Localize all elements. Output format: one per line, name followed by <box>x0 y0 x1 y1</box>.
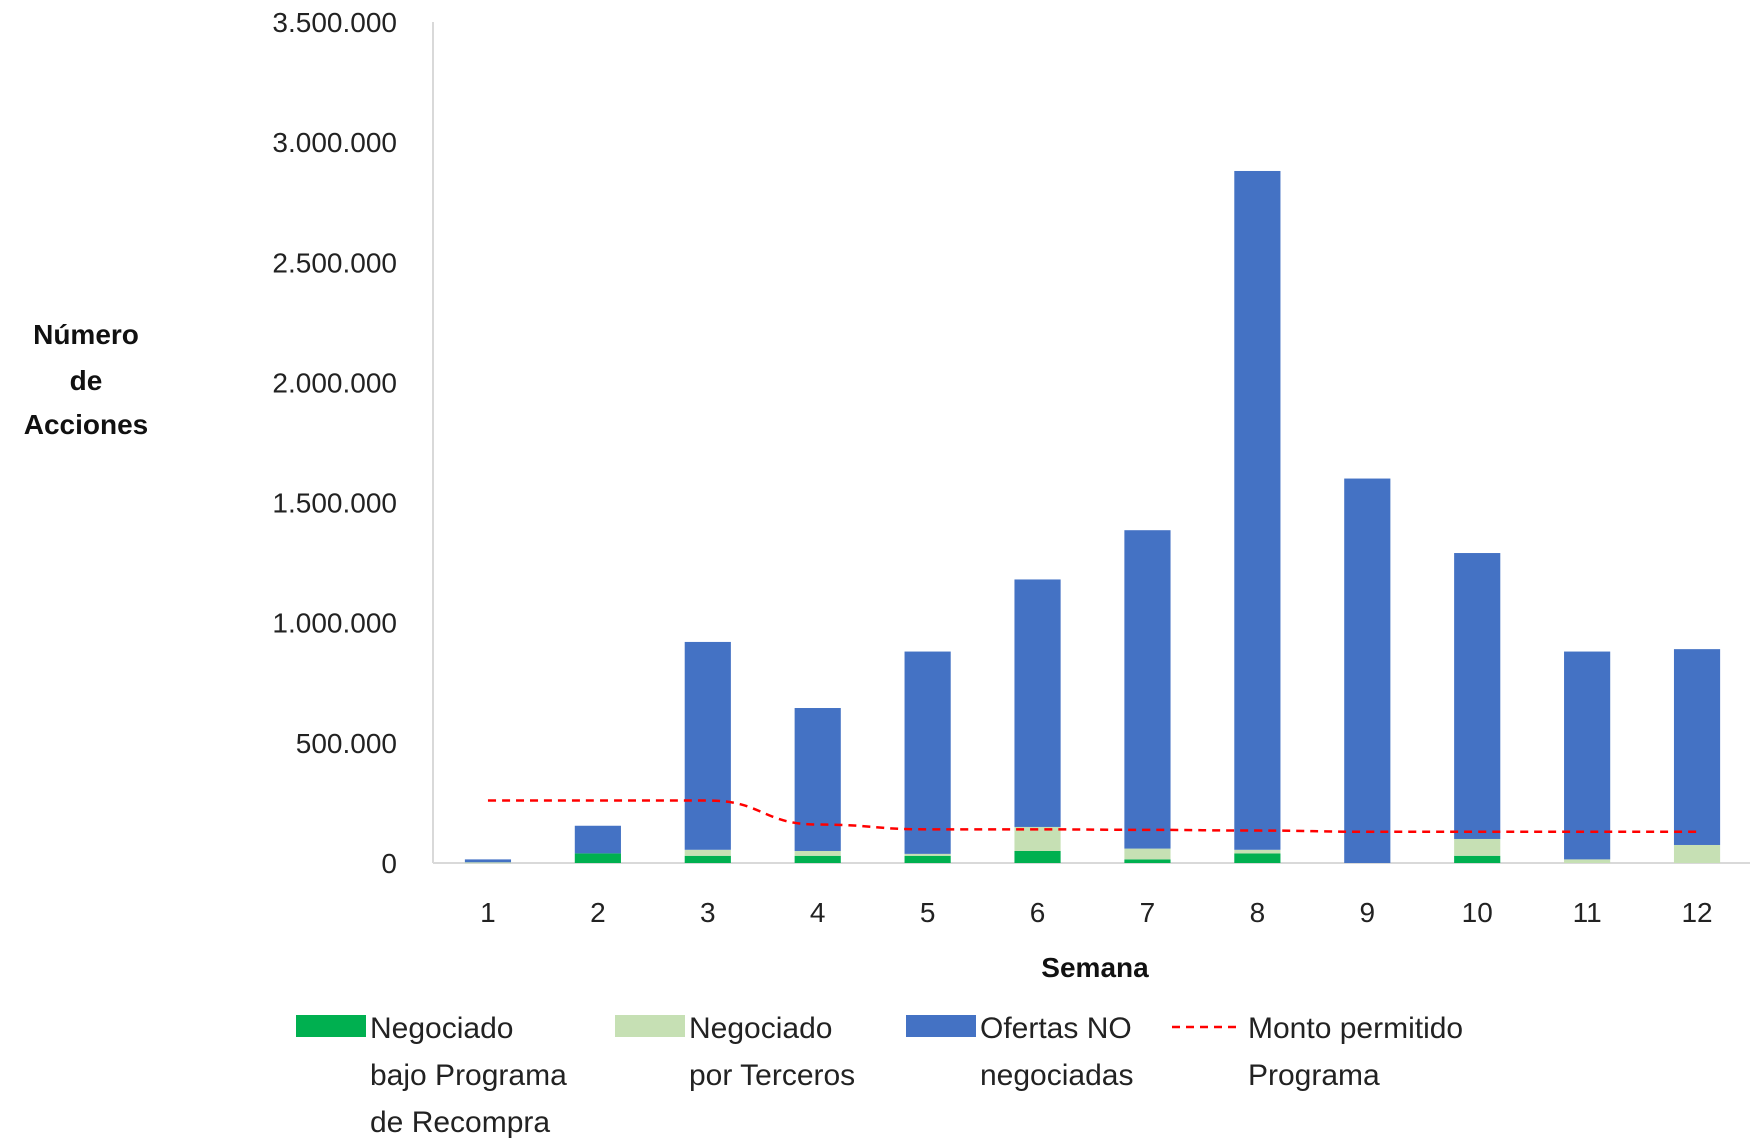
bar-segment-3 <box>1673 649 1721 845</box>
x-tick-label: 6 <box>1030 897 1046 928</box>
x-axis-title: Semana <box>1041 952 1149 983</box>
y-tick-label: 500.000 <box>296 728 397 759</box>
x-tick-label: 3 <box>700 897 716 928</box>
bar-segment-2 <box>1124 848 1171 860</box>
x-tick-label: 4 <box>810 897 826 928</box>
bar-segment-3 <box>1344 478 1391 863</box>
bar-segment-1 <box>1454 855 1501 863</box>
line-monto-permitido <box>487 799 1698 834</box>
legend-label: Programa <box>1248 1059 1380 1092</box>
bar-segment-3 <box>684 641 731 850</box>
legend-item-3: Ofertas NO negociadas <box>906 1012 1133 1092</box>
x-axis-ticks: 1 2 3 4 5 6 7 8 9 10 11 12 <box>480 897 1712 928</box>
bar-segment-2 <box>464 862 512 864</box>
y-axis-ticks: 0 500.000 1.000.000 1.500.000 2.000.000 2.500… <box>272 7 397 879</box>
bar-segment-3 <box>574 825 621 854</box>
y-axis-title-line-3: Acciones <box>24 409 149 440</box>
bar-segment-3 <box>1124 530 1171 849</box>
legend-swatch <box>615 1015 685 1037</box>
x-tick-label: 5 <box>920 897 936 928</box>
legend-label: de Recompra <box>370 1106 550 1139</box>
bar-segment-1 <box>1014 850 1061 863</box>
bar-segment-3 <box>1454 553 1501 839</box>
bars <box>464 170 1721 864</box>
bar-segment-2 <box>1673 844 1721 863</box>
bar-segment-1 <box>574 853 621 863</box>
y-axis-title-line-1: Número <box>33 319 139 350</box>
bar-segment-2 <box>1014 826 1061 851</box>
legend-swatch <box>296 1015 366 1037</box>
bar-segment-3 <box>904 651 951 854</box>
bar-segment-2 <box>794 850 841 856</box>
y-tick-label: 3.500.000 <box>272 7 397 38</box>
y-tick-label: 1.500.000 <box>272 488 397 519</box>
line-series <box>487 799 1698 834</box>
y-tick-label: 1.000.000 <box>272 608 397 639</box>
x-tick-label: 10 <box>1462 897 1493 928</box>
bar-segment-1 <box>684 855 731 863</box>
bar-segment-2 <box>684 849 731 856</box>
x-tick-label: 8 <box>1250 897 1266 928</box>
x-tick-label: 11 <box>1573 897 1602 928</box>
legend-label: Monto permitido <box>1248 1012 1463 1045</box>
bar-segment-3 <box>1564 651 1611 860</box>
legend-item-1: Negociado bajo Programa de Recompra <box>296 1012 567 1139</box>
y-tick-label: 0 <box>381 848 397 879</box>
bar-segment-1 <box>794 855 841 863</box>
legend-label: bajo Programa <box>370 1059 567 1092</box>
x-tick-label: 1 <box>480 897 496 928</box>
legend-item-4: Monto permitido Programa <box>1172 1012 1463 1092</box>
legend-swatch <box>906 1015 976 1037</box>
bar-segment-3 <box>464 859 512 863</box>
x-tick-label: 9 <box>1360 897 1376 928</box>
y-tick-label: 3.000.000 <box>272 127 397 158</box>
bar-segment-3 <box>1234 170 1281 850</box>
bar-segment-2 <box>1564 859 1611 863</box>
bar-segment-3 <box>794 708 841 851</box>
legend-label: por Terceros <box>689 1059 855 1092</box>
bar-segment-1 <box>1124 859 1171 863</box>
legend-item-2: Negociado por Terceros <box>615 1012 855 1092</box>
bar-segment-3 <box>1014 579 1061 827</box>
bar-segment-1 <box>1234 853 1281 863</box>
legend-label: Ofertas NO <box>980 1012 1132 1045</box>
bar-segment-2 <box>1234 849 1281 854</box>
y-tick-label: 2.500.000 <box>272 247 397 278</box>
x-tick-label: 12 <box>1681 897 1712 928</box>
bar-segment-1 <box>904 855 951 863</box>
bar-segment-2 <box>1454 838 1501 856</box>
y-tick-label: 2.000.000 <box>272 367 397 398</box>
y-axis-title-line-2: de <box>70 365 103 396</box>
legend-label: Negociado <box>370 1012 513 1045</box>
legend-label: negociadas <box>980 1059 1133 1092</box>
bar-segment-2 <box>904 853 951 856</box>
legend-label: Negociado <box>689 1012 832 1045</box>
x-tick-label: 7 <box>1140 897 1156 928</box>
x-tick-label: 2 <box>590 897 606 928</box>
